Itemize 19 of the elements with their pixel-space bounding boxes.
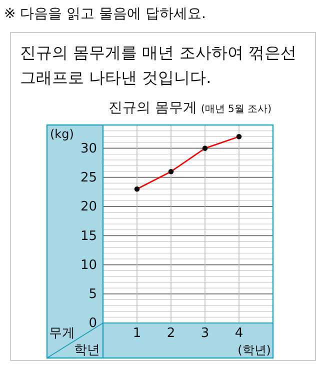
y-tick-label: 10	[80, 258, 97, 273]
y-tick-label: 25	[80, 170, 97, 186]
y-tick-label: 15	[80, 228, 97, 244]
x-axis-title: (학년)	[238, 343, 271, 357]
y-tick-label: 20	[80, 200, 97, 215]
x-tick-label: 2	[166, 326, 176, 342]
text: 학년	[74, 343, 100, 358]
x-tick-label: 1	[132, 326, 142, 342]
chart-subtitle: (매년 5월 조사)	[200, 104, 272, 115]
text: ※ 다음을 읽고 물음에 답하세요.	[4, 6, 206, 22]
y-tick-label: 0	[88, 316, 97, 332]
y-tick-label: 5	[88, 287, 97, 302]
x-tick-label: 4	[234, 326, 244, 342]
x-tick-label: 3	[200, 326, 210, 342]
y-tick-label: 30	[80, 141, 97, 156]
text: 진규의 몸무게를 매년 조사하여 꺾은선 그래프로 나타낸 것입니다.	[20, 43, 296, 87]
y-axis-title: (kg)	[50, 127, 74, 141]
chart-title: 진규의 몸무게	[108, 100, 197, 116]
text: 무게	[49, 326, 75, 341]
